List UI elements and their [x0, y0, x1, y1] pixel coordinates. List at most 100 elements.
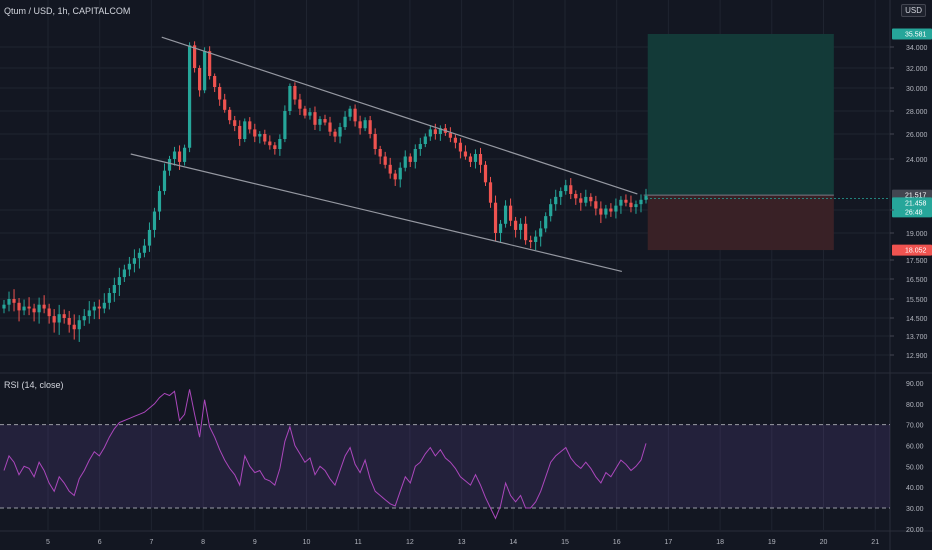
candle: [333, 131, 337, 137]
candle: [574, 193, 578, 199]
take-profit-label: 35.581: [905, 32, 927, 39]
candle: [32, 308, 36, 313]
candle: [478, 154, 483, 165]
time-tick-label: 13: [458, 539, 466, 546]
candle: [253, 129, 257, 137]
candle: [218, 87, 222, 100]
candle: [243, 121, 247, 139]
candle: [569, 185, 573, 194]
time-tick-label: 20: [820, 539, 828, 546]
candle: [534, 236, 538, 242]
candle: [47, 308, 51, 317]
candle: [82, 316, 86, 321]
candle: [353, 108, 357, 122]
profit-zone: [647, 34, 834, 196]
candle: [7, 299, 11, 305]
entry-label: 21.517: [905, 193, 927, 200]
candle: [172, 151, 177, 159]
candle: [132, 258, 137, 264]
candle: [308, 112, 312, 116]
candle: [268, 141, 272, 146]
rsi-tick-label: 60.00: [906, 444, 924, 451]
time-tick-label: 5: [46, 539, 50, 546]
time-tick-label: 17: [665, 539, 673, 546]
time-tick-label: 21: [871, 539, 879, 546]
candle: [453, 137, 458, 143]
stop-loss-label: 18.052: [905, 248, 927, 255]
candle: [503, 205, 508, 224]
time-tick-label: 11: [355, 539, 362, 546]
candle: [559, 191, 563, 197]
candle: [338, 127, 342, 137]
rsi-band: [0, 424, 890, 508]
candle: [438, 128, 442, 134]
time-tick-label: 18: [716, 539, 724, 546]
last-price-label: 21.458: [905, 200, 927, 207]
candle: [363, 120, 367, 129]
time-tick-label: 19: [768, 539, 776, 546]
price-tick-label: 19.000: [906, 231, 928, 238]
stop-loss-label-bg: [892, 244, 932, 256]
candle: [644, 196, 648, 200]
price-tick-label: 32.000: [906, 66, 928, 73]
candle: [167, 159, 172, 171]
candle: [519, 223, 523, 230]
price-axis-labels: 34.00032.00030.00028.00026.00024.00020.5…: [906, 45, 928, 360]
candle: [448, 132, 452, 138]
candle: [529, 240, 533, 242]
candle: [398, 167, 402, 180]
last-price-label-bg: [892, 197, 932, 218]
candle: [102, 302, 106, 309]
time-tick-label: 15: [561, 539, 569, 546]
candle: [604, 208, 608, 215]
candle: [278, 139, 282, 149]
candle: [142, 245, 147, 253]
candle: [228, 109, 232, 121]
symbol-title: Qtum / USD, 1h, CAPITALCOM: [4, 6, 131, 16]
rsi-tick-label: 20.00: [906, 527, 924, 534]
candle: [147, 229, 152, 246]
candle: [137, 252, 142, 259]
time-tick-label: 14: [509, 539, 517, 546]
candle: [624, 199, 628, 203]
candles: [2, 41, 648, 342]
candle: [343, 116, 347, 128]
candle: [609, 208, 613, 212]
candle: [524, 223, 528, 241]
currency-button[interactable]: USD: [901, 4, 926, 17]
candle: [117, 277, 121, 285]
candle: [554, 196, 558, 205]
candle: [157, 191, 162, 212]
candle: [213, 76, 217, 87]
candle: [539, 228, 543, 237]
rsi-tick-label: 50.00: [906, 464, 924, 471]
candle: [473, 154, 478, 162]
candle: [599, 208, 603, 215]
candle: [92, 306, 96, 311]
candle: [208, 51, 212, 76]
candle: [187, 45, 192, 148]
candle: [634, 204, 638, 208]
candle: [493, 202, 498, 233]
price-tick-label: 28.000: [906, 109, 928, 116]
rsi-tick-label: 70.00: [906, 423, 924, 430]
candle: [12, 299, 16, 303]
price-tick-label: 26.000: [906, 132, 928, 139]
rsi-axis-labels: 90.00 80.00 70.00 60.00 50.00 40.00 30.00 20.00: [906, 381, 924, 534]
candle: [37, 304, 41, 313]
candle: [418, 144, 422, 149]
rsi-title: RSI (14, close): [4, 380, 64, 390]
loss-zone: [647, 195, 834, 251]
candle: [589, 196, 593, 202]
candle: [378, 149, 382, 157]
candle: [544, 216, 548, 229]
candle: [408, 156, 412, 162]
candle: [313, 112, 317, 125]
candle: [67, 318, 71, 325]
candle: [238, 125, 242, 139]
candle: [318, 119, 322, 125]
candle: [182, 147, 187, 162]
candle: [72, 324, 76, 330]
